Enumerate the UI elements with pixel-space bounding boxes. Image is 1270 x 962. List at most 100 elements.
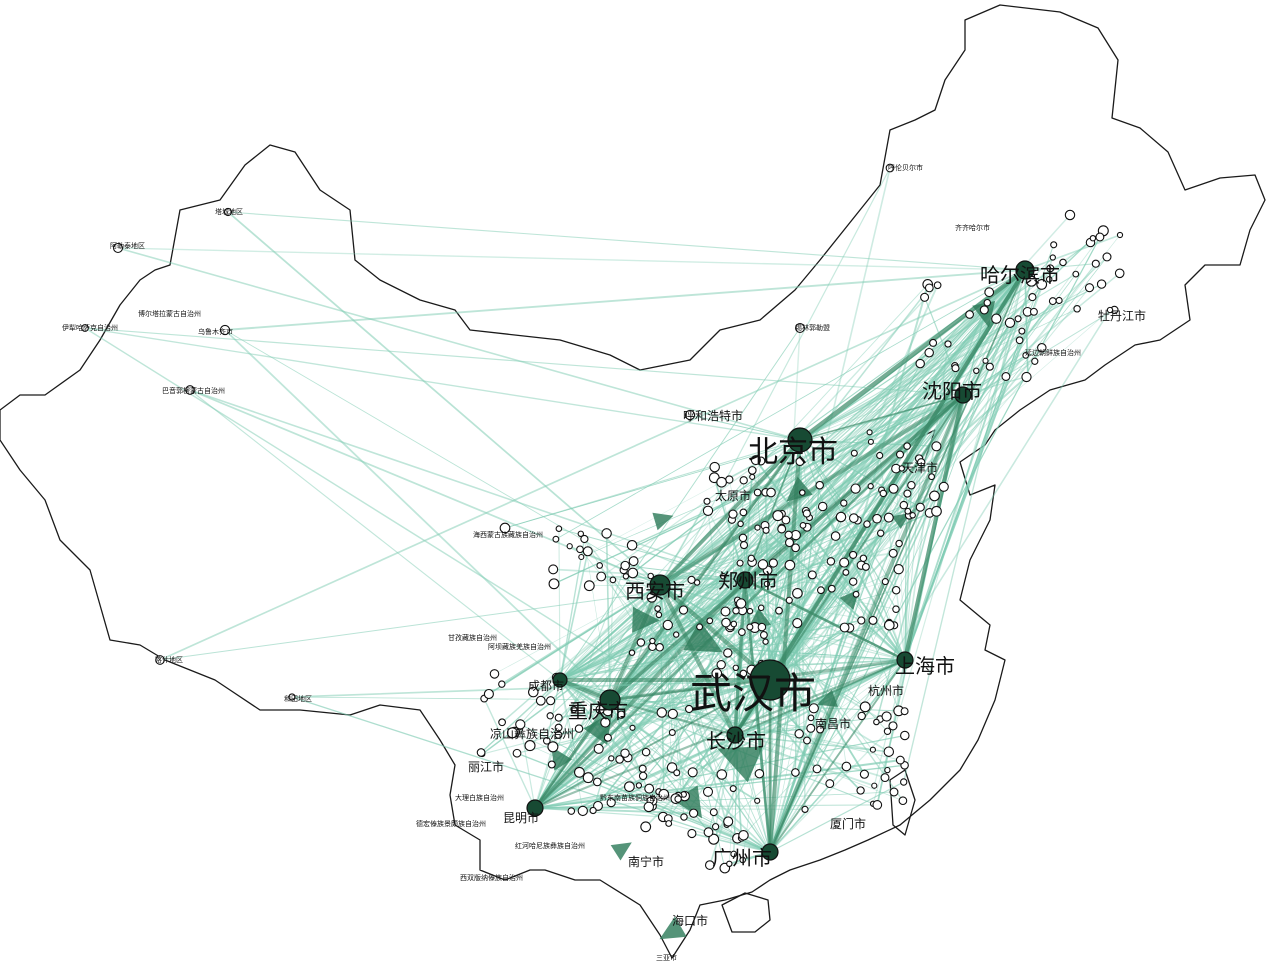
flow-edge [227,211,1026,271]
city-node [856,786,865,795]
tacheng-label: 塔城地区 [215,207,243,216]
city-node [617,710,626,719]
city-node [807,714,815,722]
city-node [638,764,647,773]
flow-edge [769,309,986,853]
city-node [881,578,889,586]
city-node [895,539,903,548]
flow-edge [904,343,949,661]
city-node [898,796,908,806]
city-node [848,513,859,523]
city-node [753,488,762,497]
city-node [1022,352,1030,359]
city-node [888,548,898,558]
city-node [1049,254,1056,261]
yili-label: 伊犁哈萨克自治州 [62,323,118,332]
beijing-node [787,427,813,453]
city-node [759,631,768,639]
flow-edge [799,287,1091,441]
flow-edge [862,557,906,661]
city-node [615,755,624,764]
bayingolin-label: 巴音郭楞蒙古自治州 [162,386,225,395]
city-node [498,680,506,688]
city-node [802,509,811,518]
city-node [582,772,594,784]
city-node [817,501,828,512]
flow-edge [768,393,965,854]
flow-edge [657,582,738,738]
flow-edge [117,247,801,441]
flow-edge [224,329,771,853]
city-node [737,520,744,528]
flow-arrow [816,689,838,707]
hainan-outline [721,892,771,933]
honghe-label: 红河哈尼族彝族自治州 [515,841,585,850]
flow-edge [765,529,771,681]
city-node [872,800,883,810]
flow-edge [734,659,906,736]
xian-node [649,574,671,596]
city-node [1004,317,1016,328]
liangshan-label: 凉山彝族自治州 [490,726,574,741]
city-node [81,324,89,332]
city-node [641,747,651,757]
city-node [884,766,891,774]
city-node [601,528,612,539]
city-node [1050,241,1058,249]
city-node [766,487,776,498]
city-node [850,449,858,457]
flow-edge [895,468,906,661]
flow-edge [609,512,808,701]
chongqing-label: 重庆市 [568,699,628,723]
chongqing-node [599,689,621,711]
city-node [711,823,720,831]
flow-edge [799,283,1103,441]
flow-edge [797,267,1028,443]
city-node [1089,234,1097,242]
city-node [223,207,233,217]
flow-edge [726,651,906,661]
city-node [640,821,652,833]
flow-arrow [717,746,763,783]
city-node [931,505,942,517]
city-node [622,573,630,580]
city-node [739,508,748,517]
city-node [738,830,749,841]
city-node [867,438,874,445]
city-node [1116,231,1124,239]
city-node [655,611,663,619]
guangzhou-node [761,843,779,861]
city-node [1055,296,1063,305]
flow-edge [546,679,561,742]
city-node [903,489,912,498]
beijing-label: 北京市 [748,435,838,470]
city-node [835,511,847,523]
city-node [696,623,704,631]
city-node [498,718,506,727]
flow-edge [767,437,803,855]
flow-edge [189,389,746,581]
city-node [903,442,911,450]
city-node [687,575,696,584]
nanning-label: 南宁市 [628,854,664,869]
city-node [703,827,714,838]
hangzhou-label: 杭州市 [868,683,904,698]
city-node [944,340,952,348]
city-node [898,465,905,472]
city-node [668,729,676,736]
city-node [812,764,822,774]
hohhot-label: 呼和浩特市 [683,408,743,423]
wuhan-node [749,659,791,701]
city-node [772,510,784,522]
flow-edge [769,263,1097,681]
city-node [859,701,871,713]
city-node [861,562,870,571]
city-node [904,507,912,515]
city-node [928,473,936,481]
city-node [1072,270,1080,278]
city-node [739,476,748,485]
city-node [596,562,604,569]
city-node [555,525,563,533]
city-node [1036,279,1048,290]
